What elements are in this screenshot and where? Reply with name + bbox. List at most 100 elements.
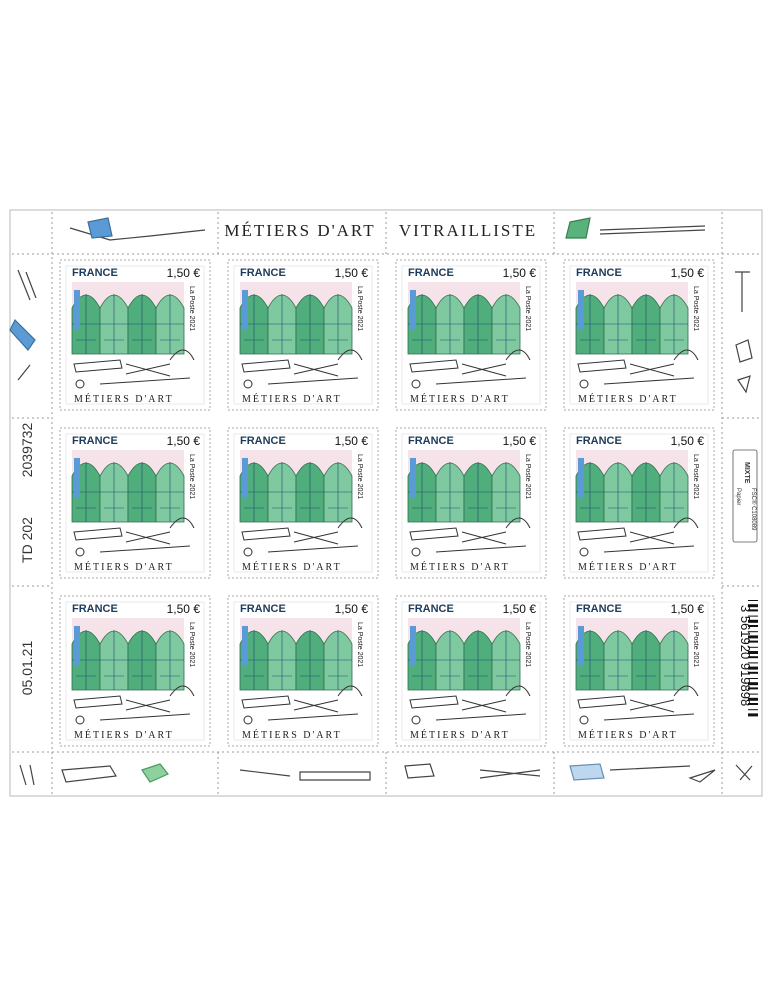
barcode-bar — [748, 697, 758, 701]
barcode-bar — [748, 635, 758, 639]
stamp-frame — [65, 601, 205, 741]
stamp-country: FRANCE — [72, 603, 118, 615]
glass-lead — [660, 630, 688, 690]
tools — [577, 517, 699, 553]
stamp-value: 1,50 € — [335, 434, 369, 448]
stamp: FRANCE 1,50 € La Poste 2021 MÉTIERS D'ART — [395, 595, 547, 747]
stamp-series: MÉTIERS D'ART — [410, 729, 510, 741]
glass-band — [242, 458, 248, 498]
stamp-country: FRANCE — [408, 603, 454, 615]
stamp-country: FRANCE — [240, 267, 286, 279]
barcode-bar — [748, 646, 758, 648]
stamp-value: 1,50 € — [503, 602, 537, 616]
fsc-text: Papier — [735, 488, 741, 505]
tool-sketch — [599, 225, 706, 235]
tools — [241, 685, 363, 721]
barcode-bar — [748, 631, 758, 633]
glass-lead — [436, 294, 464, 354]
glass-lead — [128, 462, 156, 522]
glass-lead — [296, 294, 324, 354]
glass-band — [578, 626, 584, 666]
fsc-text: MIXTE — [743, 462, 750, 484]
stamp-value: 1,50 € — [167, 602, 201, 616]
tool-ring — [579, 547, 589, 557]
barcode-bar — [748, 640, 758, 643]
fsc-text: FSC® C108089 — [750, 488, 757, 531]
glass-lead — [324, 630, 352, 690]
tool-sketch — [17, 269, 37, 381]
glass-lead — [464, 462, 492, 522]
stamp-country: FRANCE — [408, 435, 454, 447]
glass-lead — [324, 294, 352, 354]
stamp-country: FRANCE — [72, 435, 118, 447]
tool-ring — [579, 379, 589, 389]
tool-ring — [243, 379, 253, 389]
stamp-series: MÉTIERS D'ART — [410, 561, 510, 573]
stamp-frame — [233, 601, 373, 741]
tool-ring — [75, 379, 85, 389]
tool-ring — [243, 547, 253, 557]
margin-decor — [9, 217, 753, 786]
tool-sketch — [61, 765, 117, 783]
tool-sketch — [239, 769, 371, 781]
glass-lead — [492, 630, 520, 690]
glass-lead — [156, 462, 184, 522]
stamp-country: FRANCE — [576, 603, 622, 615]
barcode-bar — [748, 651, 758, 654]
sheet-title-right: VITRAILLISTE — [399, 221, 537, 240]
stamp-publisher: La Poste 2021 — [188, 454, 195, 499]
stamp-value: 1,50 € — [503, 266, 537, 280]
barcode-bar — [748, 682, 758, 686]
glass-lead — [604, 294, 632, 354]
glass-lead — [492, 294, 520, 354]
glass-band — [74, 290, 80, 330]
tools — [577, 685, 699, 721]
glass-lead — [296, 630, 324, 690]
stamp-value: 1,50 € — [167, 434, 201, 448]
glass-lead — [464, 630, 492, 690]
glass-piece — [569, 763, 605, 781]
stamp-frame — [401, 265, 541, 405]
barcode-bar — [748, 609, 758, 612]
stamp-country: FRANCE — [240, 435, 286, 447]
stamp: FRANCE 1,50 € La Poste 2021 MÉTIERS D'ART — [227, 427, 379, 579]
glass-lead — [100, 630, 128, 690]
stamp-value: 1,50 € — [335, 602, 369, 616]
stamp: FRANCE 1,50 € La Poste 2021 MÉTIERS D'ART — [227, 595, 379, 747]
glass-band — [410, 290, 416, 330]
stamp-frame — [65, 433, 205, 573]
tools — [73, 517, 195, 553]
tools — [409, 685, 531, 721]
stamp-series: MÉTIERS D'ART — [74, 729, 174, 741]
glass-lead — [296, 462, 324, 522]
stamp-series: MÉTIERS D'ART — [242, 393, 342, 405]
tool-ring — [411, 547, 421, 557]
stamp-series: MÉTIERS D'ART — [578, 561, 678, 573]
glass-band — [74, 626, 80, 666]
glass-band — [578, 458, 584, 498]
barcode-bar — [748, 662, 758, 664]
glass-lead — [128, 294, 156, 354]
glass-lead — [492, 462, 520, 522]
stamp-value: 1,50 € — [503, 434, 537, 448]
barcode-bar — [748, 709, 758, 711]
stamp-value: 1,50 € — [671, 266, 705, 280]
barcode-bar — [748, 693, 758, 695]
stamp-series: MÉTIERS D'ART — [74, 393, 174, 405]
stamp-series: MÉTIERS D'ART — [74, 561, 174, 573]
stamp: FRANCE 1,50 € La Poste 2021 MÉTIERS D'ART — [395, 427, 547, 579]
tool-ring — [75, 547, 85, 557]
stamp-publisher: La Poste 2021 — [356, 622, 363, 667]
barcode-bar — [748, 671, 758, 674]
stamp-country: FRANCE — [408, 267, 454, 279]
stamp: FRANCE 1,50 € La Poste 2021 MÉTIERS D'ART — [395, 259, 547, 411]
barcode-digits: 3 561920 919898 — [738, 605, 753, 706]
stamp-series: MÉTIERS D'ART — [578, 393, 678, 405]
glass-piece — [141, 763, 169, 783]
glass-lead — [100, 294, 128, 354]
tool-ring — [75, 715, 85, 725]
margin-dividers — [12, 212, 760, 794]
glass-band — [410, 458, 416, 498]
tool-ring — [579, 715, 589, 725]
stamp-frame — [65, 265, 205, 405]
